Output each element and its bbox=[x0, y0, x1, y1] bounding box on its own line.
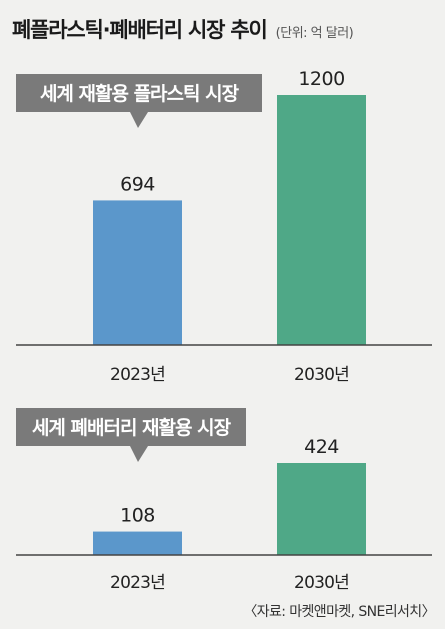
header: 폐플라스틱·폐배터리 시장 추이 (단위: 억 달러) bbox=[12, 14, 437, 44]
bar-2023년 bbox=[93, 200, 182, 345]
bar-2023년 bbox=[93, 531, 182, 555]
chart-1: 세계 재활용 플라스틱 시장 694 2023년 1200 2030년 bbox=[16, 68, 432, 385]
callout-box bbox=[16, 74, 262, 128]
chart-2: 세계 폐배터리 재활용 시장 108 2023년 424 2030년 bbox=[16, 408, 432, 593]
tick-label: 2023년 bbox=[110, 365, 165, 385]
page-title: 폐플라스틱·폐배터리 시장 추이 bbox=[12, 18, 268, 42]
source-note: 〈자료: 마켓앤마켓, SNE리서치〉 bbox=[243, 604, 435, 620]
unit-label: (단위: 억 달러) bbox=[275, 26, 354, 41]
callout-box bbox=[16, 408, 246, 462]
data-label: 1200 bbox=[298, 68, 344, 90]
bar-2030년 bbox=[277, 463, 366, 555]
tick-label: 2023년 bbox=[110, 573, 165, 593]
data-label: 424 bbox=[304, 436, 339, 458]
tick-label: 2030년 bbox=[294, 573, 349, 593]
tick-label: 2030년 bbox=[294, 365, 349, 385]
data-label: 694 bbox=[120, 173, 155, 195]
chart-title: 세계 폐배터리 재활용 시장 bbox=[32, 417, 232, 439]
chart-title: 세계 재활용 플라스틱 시장 bbox=[40, 83, 240, 105]
bar-2030년 bbox=[277, 95, 366, 345]
data-label: 108 bbox=[120, 505, 155, 527]
